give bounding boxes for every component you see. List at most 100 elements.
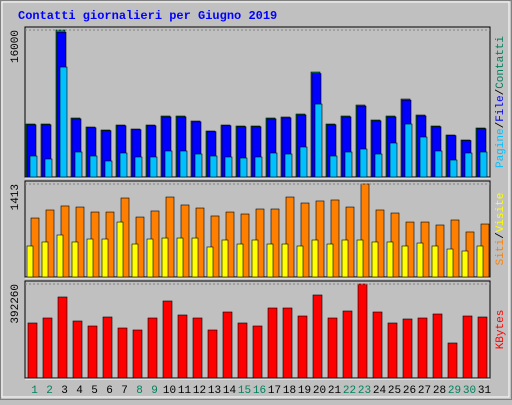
bar (450, 219, 460, 278)
bar (209, 155, 218, 178)
x-tick-label: 29 (448, 385, 461, 397)
y-tick-label: 16000 (10, 30, 22, 63)
legend-entry: Contatti (495, 36, 507, 89)
bar (371, 241, 379, 278)
bar (56, 234, 64, 278)
bar (236, 243, 244, 278)
y-tick-label: 1413 (10, 184, 22, 210)
bar (221, 239, 229, 278)
bar (461, 250, 469, 278)
bar (251, 239, 259, 278)
bar (300, 202, 310, 278)
x-tick-label: 7 (121, 385, 128, 397)
bar (359, 148, 368, 178)
bar (419, 136, 428, 178)
bar (434, 150, 443, 178)
x-tick-label: 18 (283, 385, 296, 397)
bar (179, 150, 188, 178)
bar (476, 245, 484, 278)
x-tick-label: 11 (178, 385, 192, 397)
x-tick-label: 28 (433, 385, 446, 397)
bar (267, 307, 278, 379)
bar (387, 322, 398, 379)
bar (191, 237, 199, 278)
bar (270, 208, 280, 278)
bar (194, 153, 203, 178)
legend: Pagine/File/Contatti (495, 36, 507, 168)
bar (416, 242, 424, 278)
bar (282, 307, 293, 379)
bar (314, 103, 323, 178)
bar (374, 153, 383, 178)
bar (402, 318, 413, 379)
bar (206, 246, 214, 278)
bar (27, 322, 38, 379)
bar (161, 237, 169, 278)
bar (281, 243, 289, 278)
bar (269, 152, 278, 178)
bar (449, 159, 458, 178)
x-tick-label: 6 (106, 385, 113, 397)
x-tick-label: 5 (91, 385, 98, 397)
bar (329, 155, 338, 178)
bar (252, 325, 263, 379)
bar (447, 342, 458, 379)
bar (89, 155, 98, 178)
bar (401, 245, 409, 278)
bar (372, 311, 383, 379)
bar (284, 153, 293, 178)
bar (42, 317, 53, 379)
x-tick-label: 31 (478, 385, 492, 397)
x-tick-label: 4 (76, 385, 83, 397)
bar (479, 151, 488, 178)
x-tick-label: 20 (313, 385, 326, 397)
bar (389, 142, 398, 178)
x-tick-label: 13 (208, 385, 221, 397)
bar (102, 316, 113, 379)
bar (117, 327, 128, 379)
bar (417, 317, 428, 379)
bar (165, 196, 175, 278)
bar (299, 146, 308, 178)
bar (87, 325, 98, 379)
bar (356, 239, 364, 278)
bar (177, 314, 188, 379)
bar (386, 241, 394, 278)
bar (404, 123, 413, 178)
x-tick-label: 27 (418, 385, 431, 397)
bar (285, 196, 295, 278)
bar (296, 245, 304, 278)
legend-separator: / (495, 122, 507, 129)
bar (344, 151, 353, 178)
legend-separator: / (495, 232, 507, 239)
bar (149, 156, 158, 178)
x-tick-label: 2 (46, 385, 53, 397)
chart-title: Contatti giornalieri per Giugno 2019 (18, 9, 277, 23)
bar (29, 155, 38, 178)
bar (104, 160, 113, 178)
bar (254, 156, 263, 178)
bar (57, 296, 68, 379)
x-tick-label: 25 (388, 385, 401, 397)
bar (119, 152, 128, 178)
x-tick-label: 8 (136, 385, 143, 397)
bar (41, 241, 49, 278)
legend-entry: Pagine (495, 128, 507, 168)
bar (326, 243, 334, 278)
bar (101, 238, 109, 278)
x-tick-label: 10 (163, 385, 176, 397)
legend-entry: KBytes (495, 310, 507, 350)
bar (464, 152, 473, 178)
bar (86, 238, 94, 278)
y-tick-label: 392260 (10, 284, 22, 324)
bar (146, 238, 154, 278)
x-tick-label: 22 (343, 385, 356, 397)
bar (71, 241, 79, 278)
bar (327, 317, 338, 379)
bar (477, 316, 488, 379)
legend: KBytes (495, 310, 507, 350)
legend-entry: Visite (495, 193, 507, 233)
x-tick-label: 24 (373, 385, 387, 397)
bar (147, 317, 158, 379)
